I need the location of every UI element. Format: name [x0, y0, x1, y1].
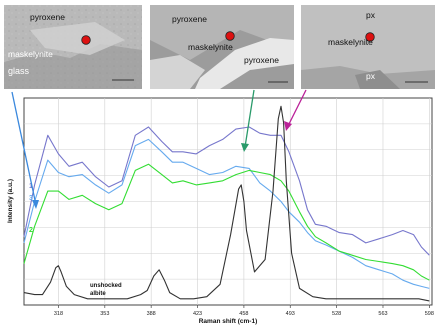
analysis-spot-1: [81, 35, 91, 45]
arrow-head: [241, 143, 249, 152]
analysis-spot-3: [365, 32, 375, 42]
y-axis-label: Intensity (a.u.): [7, 179, 14, 223]
x-axis-label: Raman shift (cm-1): [199, 318, 258, 325]
series-line-albite-reference: [23, 105, 430, 302]
chart: 318 353 388 423 458 493 528 563 598 1 3 2 Intensit…: [7, 97, 434, 325]
x-tick-label: 353: [100, 311, 109, 317]
arrow-head: [32, 200, 39, 209]
x-tick-label: 563: [378, 311, 387, 317]
x-tick-label: 528: [332, 311, 341, 317]
mineral-label: px: [366, 10, 376, 20]
arrow-spot1-to-spectrum: [11, 91, 37, 206]
series-labels: 1 3 2: [29, 183, 33, 234]
mineral-label: pyroxene: [172, 14, 207, 24]
micrograph-3: px maskelynite px: [301, 5, 435, 89]
arrow-spot3-to-spectrum: [287, 89, 307, 127]
mineral-label: pyroxene: [30, 12, 65, 22]
x-tick-label: 458: [239, 311, 248, 317]
analysis-spot-2: [225, 31, 235, 41]
x-tick-label: 598: [425, 311, 434, 317]
mineral-label: glass: [8, 66, 30, 76]
x-ticks: 318 353 388 423 458 493 528 563 598: [54, 305, 434, 317]
annotation-line: albite: [90, 291, 106, 297]
arrow-head: [284, 121, 292, 131]
series-label: 2: [29, 227, 33, 234]
micrograph-2: pyroxene maskelynite pyroxene: [150, 5, 294, 89]
series-label: 1: [29, 183, 33, 190]
series-line-3: [23, 138, 430, 289]
annotation-unshocked-albite: unshocked albite: [90, 283, 123, 297]
micrograph-1: pyroxene maskelynite glass: [4, 5, 142, 89]
x-tick-label: 318: [54, 311, 63, 317]
mineral-label: maskelynite: [188, 42, 233, 52]
mineral-label: maskelynite: [8, 49, 53, 59]
arrow-spot2-to-spectrum: [244, 89, 255, 148]
pointer-arrows: [11, 89, 307, 209]
x-tick-label: 493: [286, 311, 295, 317]
series-line-1: [23, 126, 430, 256]
mineral-label: maskelynite: [328, 37, 373, 47]
mineral-label: pyroxene: [244, 55, 279, 65]
series-line-2: [23, 163, 430, 281]
x-tick-label: 423: [193, 311, 202, 317]
series-layer: [23, 105, 430, 302]
series-label: 3: [29, 195, 33, 202]
mineral-label: px: [366, 71, 376, 81]
x-tick-label: 388: [147, 311, 156, 317]
grid: [24, 98, 432, 305]
annotation-line: unshocked: [90, 283, 122, 289]
